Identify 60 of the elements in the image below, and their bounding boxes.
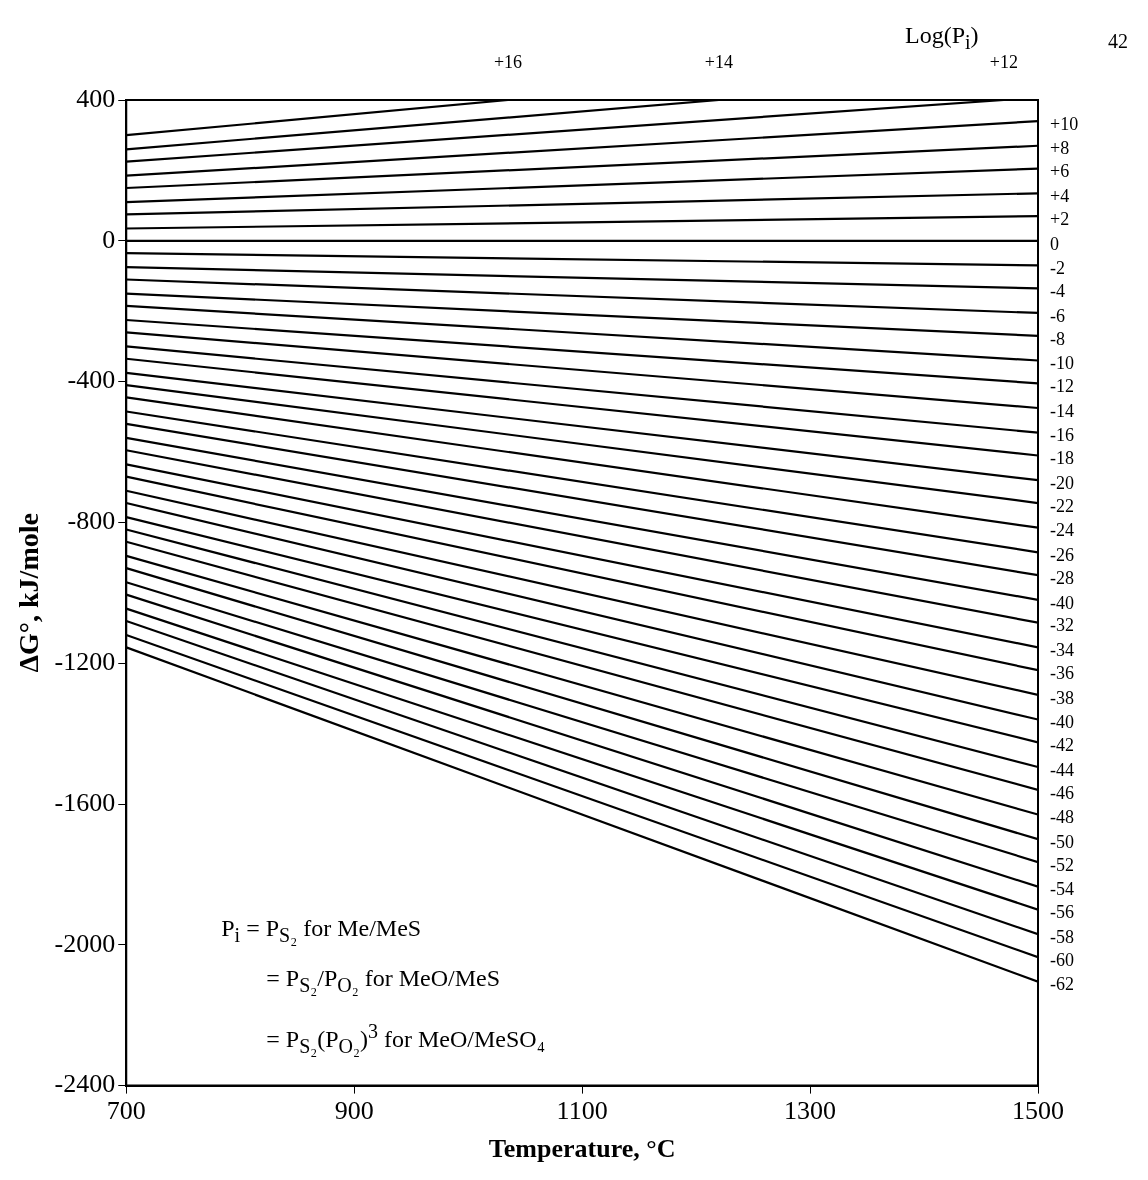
series-label: -46 [1050,782,1074,803]
series-label: +14 [704,51,733,72]
series-label: -60 [1050,949,1074,970]
series-label: -14 [1050,400,1074,421]
annotation: = P$_{S₂}$/P$_{O₂}$ for MeO/MeS [266,965,501,997]
series-label: -10 [1050,353,1074,374]
series-label: +2 [1050,208,1070,229]
series-label: +6 [1050,161,1070,182]
series-label: -42 [1050,735,1074,756]
series-label: -48 [1050,807,1074,828]
x-tick-label: 900 [334,1096,374,1126]
series-label: -28 [1050,567,1074,588]
x-tick-label: 1500 [1012,1096,1064,1126]
y-tick-label: 400 [76,83,116,113]
series-label: 0 [1050,233,1059,254]
y-tick-label: -2400 [54,1069,116,1099]
x-axis-title: Temperature, °C [488,1134,676,1164]
x-tick-label: 700 [106,1096,146,1126]
series-label: +8 [1050,138,1070,159]
series-label: -40 [1050,712,1074,733]
annotation: P$_{i}$ = P$_{S₂}$ for Me/MeS [221,915,422,947]
series-label: -2 [1050,258,1065,279]
y-tick-label: -800 [67,506,116,536]
y-tick-label: -1200 [54,647,116,677]
series-label: -32 [1050,615,1074,636]
y-tick-label: -1600 [54,787,116,817]
series-label: -38 [1050,687,1074,708]
series-label: -34 [1050,640,1074,661]
y-axis-title: ΔG°, kJ/mole [13,513,45,673]
series-label: -22 [1050,495,1074,516]
series-label: -6 [1050,305,1065,326]
series-label: -54 [1050,879,1074,900]
series-label: -24 [1050,520,1074,541]
y-tick-label: -2000 [54,928,116,958]
series-label: -44 [1050,759,1074,780]
x-tick-label: 1300 [784,1096,837,1126]
series-label: +16 [493,51,523,72]
series-label: -52 [1050,854,1074,875]
series-label: -56 [1050,902,1074,923]
series-label: +10 [1050,113,1079,134]
series-label: -8 [1050,328,1065,349]
annotation: = P$_{S₂}$(P$_{O₂}$)$^{3}$ for MeO/MeSO₄ [266,1020,546,1058]
series-label: -20 [1050,472,1074,493]
series-label: +4 [1050,186,1070,207]
series-label: -16 [1050,425,1074,446]
series-label: -36 [1050,662,1074,683]
series-label: -62 [1050,974,1074,995]
y-tick-label: -400 [67,365,116,395]
text: Log(P$_{i}$) [905,22,979,54]
series-label: -50 [1050,831,1074,852]
series-label: -58 [1050,926,1074,947]
series-label: -18 [1050,448,1074,469]
series-label: -4 [1050,281,1065,302]
x-tick-label: 1100 [556,1096,608,1126]
series-label: -40 [1050,592,1074,613]
series-label: +12 [989,51,1018,72]
series-label: -26 [1050,545,1074,566]
text: 42 [1108,30,1128,53]
y-tick-label: 0 [102,224,116,254]
series-label: -12 [1050,376,1074,397]
